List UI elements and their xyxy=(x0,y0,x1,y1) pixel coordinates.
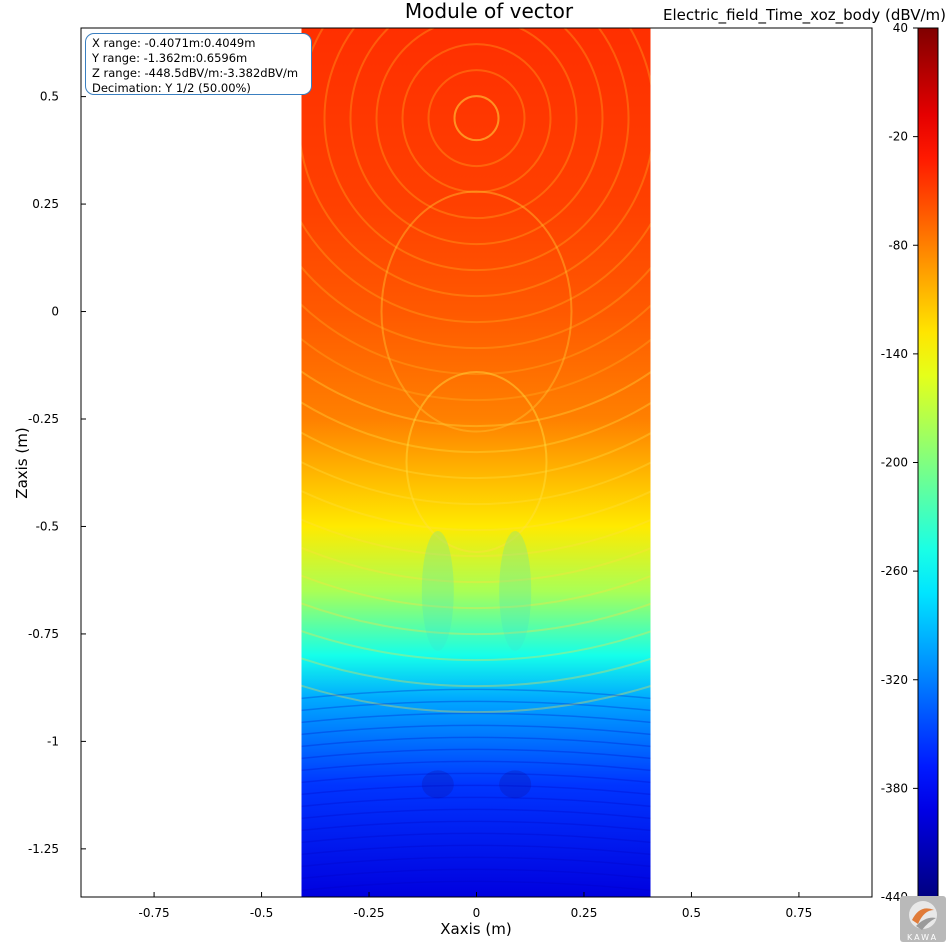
wave-rings xyxy=(301,28,651,713)
y-tick-label: -0.5 xyxy=(36,519,59,533)
y-tick-label: -1.25 xyxy=(28,842,59,856)
colorbar-tick-label: -140 xyxy=(881,347,908,361)
colorbar-tick-label: -80 xyxy=(888,238,908,252)
z-range-text: Z range: -448.5dBV/m:-3.382dBV/m xyxy=(92,66,299,80)
colorbar-tick-label: -20 xyxy=(888,130,908,144)
y-tick-label: 0.25 xyxy=(32,197,59,211)
x-axis: -0.75 -0.5 -0.25 0 0.25 0.5 0.75 xyxy=(139,892,813,920)
colorbar-tick-label: -260 xyxy=(881,564,908,578)
y-tick-label: 0.5 xyxy=(40,90,59,104)
ripple-lines xyxy=(301,688,651,892)
y-tick-label: -0.75 xyxy=(28,627,59,641)
range-info-box: X range: -0.4071m:0.4049m Y range: -1.36… xyxy=(85,33,312,95)
y-axis-label: Zaxis (m) xyxy=(13,427,31,498)
logo-text: KAWA xyxy=(907,933,939,942)
x-tick-label: -0.5 xyxy=(250,906,273,920)
x-axis-label: Xaxis (m) xyxy=(440,920,511,938)
colorbar-axis: 40-20-80-140-200-260-320-380-440 xyxy=(881,21,918,904)
x-range-text: X range: -0.4071m:0.4049m xyxy=(92,36,256,50)
y-axis: 0.5 0.25 0 -0.25 -0.5 -0.75 -1 -1.25 xyxy=(28,90,86,856)
x-tick-label: 0.75 xyxy=(786,906,813,920)
x-tick-label: 0 xyxy=(473,906,481,920)
kawa-logo-icon xyxy=(900,896,946,942)
decimation-text: Decimation: Y 1/2 (50.00%) xyxy=(92,81,251,95)
x-tick-label: -0.75 xyxy=(139,906,170,920)
y-tick-label: 0 xyxy=(51,305,59,319)
y-tick-label: -1 xyxy=(47,734,59,748)
y-tick-label: -0.25 xyxy=(28,412,59,426)
field-heatmap xyxy=(301,28,651,897)
colorbar-tick-label: -200 xyxy=(881,456,908,470)
colorbar-title: Electric_field_Time_xoz_body (dBV/m) xyxy=(663,6,946,25)
y-range-text: Y range: -1.362m:0.6596m xyxy=(92,51,248,65)
colorbar-tick-label: -380 xyxy=(881,781,908,795)
body-silhouette xyxy=(380,95,573,799)
colorbar-tick-label: -320 xyxy=(881,673,908,687)
field-fill xyxy=(301,28,651,897)
x-tick-label: -0.25 xyxy=(353,906,384,920)
x-tick-label: 0.25 xyxy=(571,906,598,920)
x-tick-label: 0.5 xyxy=(682,906,701,920)
colorbar-tick-label: 40 xyxy=(893,21,908,35)
chart-title: Module of vector xyxy=(405,0,574,23)
colorbar xyxy=(917,27,939,898)
